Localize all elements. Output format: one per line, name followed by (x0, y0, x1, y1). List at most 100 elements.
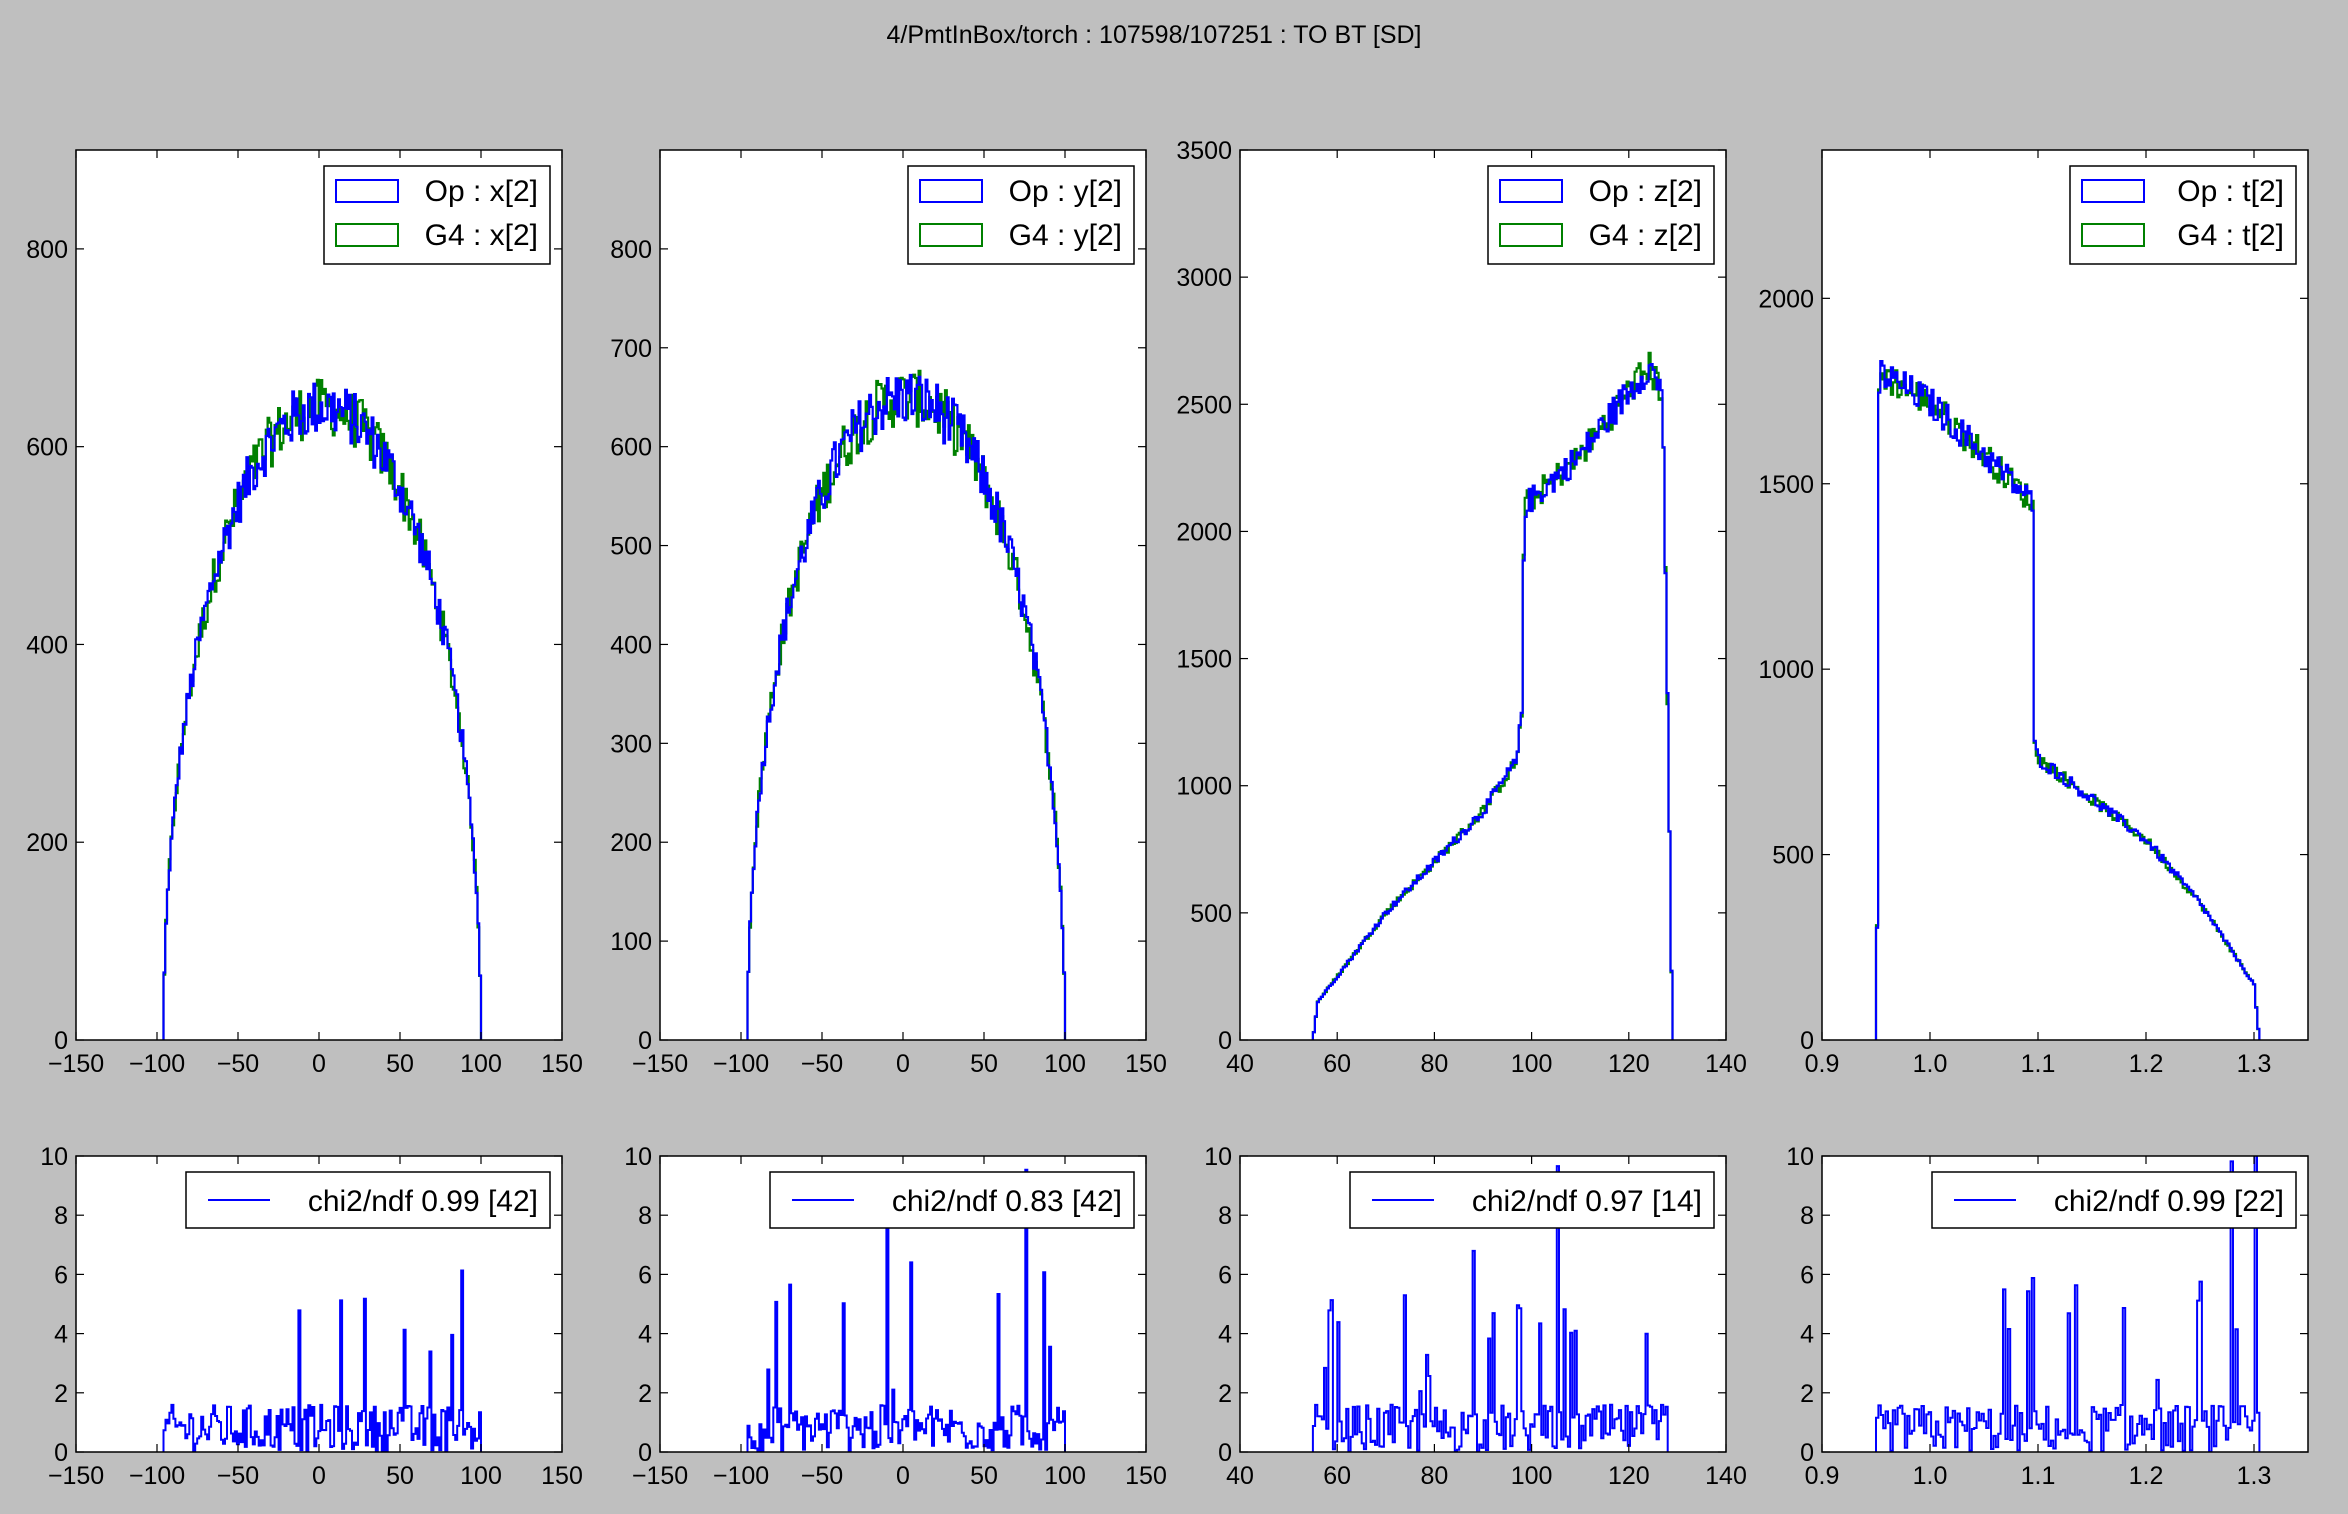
x-tick-label: −150 (48, 1462, 104, 1490)
legend: chi2/ndf 0.99 [22] (1931, 1171, 2297, 1229)
y-tick-label: 0 (638, 1027, 652, 1055)
y-tick-label: 500 (1190, 900, 1232, 928)
x-tick-label: 140 (1705, 1462, 1747, 1490)
legend: Op : z[2] G4 : z[2] (1487, 165, 1715, 265)
x-hist-axes: −150 −100 −50 0 50 100 150 0 200 400 600 800 Op : x[… (26, 149, 583, 1078)
x-tick-label: 0 (896, 1050, 910, 1078)
y-tick-label: 10 (624, 1143, 652, 1171)
x-tick-label: 80 (1420, 1462, 1448, 1490)
x-tick-label: 100 (1044, 1050, 1086, 1078)
op-series-line (1311, 363, 1674, 1040)
x-tick-label: 1.0 (1913, 1050, 1948, 1078)
legend-label: chi2/ndf 0.99 [22] (2054, 1185, 2284, 1218)
y-tick-label: 600 (26, 434, 68, 462)
legend-label: chi2/ndf 0.99 [42] (308, 1185, 538, 1218)
y-tick-label: 4 (638, 1321, 652, 1349)
x-tick-label: −100 (713, 1050, 769, 1078)
y-tick-label: 400 (26, 631, 68, 659)
legend-swatch (919, 223, 983, 247)
legend-label: chi2/ndf 0.97 [14] (1472, 1185, 1702, 1218)
x-tick-label: 150 (541, 1050, 583, 1078)
y-tick-label: 2000 (1176, 518, 1232, 546)
axes-frame (1821, 149, 2309, 1041)
x-tick-label: 50 (386, 1462, 414, 1490)
y-tick-label: 3000 (1176, 264, 1232, 292)
x-tick-label: −50 (217, 1050, 259, 1078)
legend-label: G4 : y[2] (1009, 219, 1122, 252)
chi2-series-line (1875, 1156, 2261, 1452)
y-tick-label: 3500 (1176, 137, 1232, 165)
legend: chi2/ndf 0.83 [42] (769, 1171, 1135, 1229)
y-tick-label: 500 (610, 533, 652, 561)
z-chi2-axes: 40 60 80 100 120 140 0 2 4 6 8 10 chi2/ndf 0.97 [14] (1204, 1143, 1747, 1490)
x-tick-label: −150 (632, 1462, 688, 1490)
axes-frame (1821, 1155, 2309, 1453)
x-tick-label: 120 (1608, 1462, 1650, 1490)
x-tick-label: −100 (129, 1462, 185, 1490)
x-tick-label: 100 (1511, 1050, 1553, 1078)
figure-title: 4/PmtInBox/torch : 107598/107251 : TO BT… (886, 21, 1421, 49)
y-tick-label: 6 (1218, 1261, 1232, 1289)
x-tick-label: 1.1 (2021, 1462, 2056, 1490)
x-tick-label: −50 (801, 1050, 843, 1078)
y-tick-label: 1500 (1176, 646, 1232, 674)
plot-area (76, 150, 562, 1040)
axes-frame (1239, 149, 1727, 1041)
y-tick-label: 0 (638, 1439, 652, 1467)
legend-label: Op : t[2] (2177, 175, 2284, 208)
y-tick-label: 2 (1800, 1380, 1814, 1408)
legend-swatch (335, 179, 399, 203)
y-tick-label: 4 (1218, 1321, 1232, 1349)
y-tick-label: 500 (1772, 842, 1814, 870)
y-tick-label: 0 (54, 1439, 68, 1467)
x-tick-label: 150 (1125, 1050, 1167, 1078)
y-tick-label: 600 (610, 434, 652, 462)
op-series-line (746, 373, 1067, 1040)
x-tick-label: 1.3 (2237, 1462, 2272, 1490)
data-layer (1311, 351, 1674, 1040)
y-tick-label: 800 (26, 236, 68, 264)
y-tick-label: 10 (40, 1143, 68, 1171)
y-tick-label: 6 (638, 1261, 652, 1289)
x-tick-label: −150 (632, 1050, 688, 1078)
y-tick-label: 6 (1800, 1261, 1814, 1289)
x-tick-label: 100 (1044, 1462, 1086, 1490)
x-tick-label: 150 (1125, 1462, 1167, 1490)
y-tick-label: 4 (1800, 1321, 1814, 1349)
t-hist-axes: 0.9 1.0 1.1 1.2 1.3 0 500 1000 1500 2000 Op : t[2]… (1758, 149, 2309, 1078)
y-tick-label: 4 (54, 1321, 68, 1349)
x-tick-label: −100 (129, 1050, 185, 1078)
x-chi2-axes: −150 −100 −50 0 50 100 150 0 2 4 6 8 10 chi2/ndf 0.99… (40, 1143, 583, 1490)
x-tick-label: 0 (896, 1462, 910, 1490)
x-tick-label: 0 (312, 1050, 326, 1078)
y-tick-label: 0 (1800, 1027, 1814, 1055)
plot-area (660, 150, 1146, 1040)
legend-swatch (1499, 223, 1563, 247)
data-layer (162, 1269, 482, 1452)
x-tick-label: −50 (801, 1462, 843, 1490)
y-tick-label: 8 (638, 1202, 652, 1230)
y-chi2-axes: −150 −100 −50 0 50 100 150 0 2 4 6 8 10 chi2/ndf 0.83… (624, 1143, 1167, 1490)
x-tick-label: −150 (48, 1050, 104, 1078)
y-tick-label: 1000 (1176, 773, 1232, 801)
x-tick-label: 0.9 (1805, 1050, 1840, 1078)
y-tick-label: 8 (1218, 1202, 1232, 1230)
y-tick-label: 2000 (1758, 285, 1814, 313)
legend-label: Op : y[2] (1009, 175, 1122, 208)
legend-label: chi2/ndf 0.83 [42] (892, 1185, 1122, 1218)
legend: chi2/ndf 0.99 [42] (185, 1171, 551, 1229)
legend-swatch (919, 179, 983, 203)
x-tick-label: 150 (541, 1462, 583, 1490)
x-tick-label: 40 (1226, 1462, 1254, 1490)
legend-label: G4 : x[2] (425, 219, 538, 252)
x-tick-label: 60 (1323, 1050, 1351, 1078)
legend-label: G4 : t[2] (2177, 219, 2284, 252)
x-tick-label: 50 (970, 1462, 998, 1490)
y-tick-label: 0 (1218, 1439, 1232, 1467)
y-tick-label: 6 (54, 1261, 68, 1289)
x-tick-label: 140 (1705, 1050, 1747, 1078)
x-tick-label: 50 (386, 1050, 414, 1078)
y-hist-axes: −150 −100 −50 0 50 100 150 0 100 200 300 400 500 600 7… (610, 149, 1167, 1078)
op-series-line (1874, 360, 2261, 1040)
